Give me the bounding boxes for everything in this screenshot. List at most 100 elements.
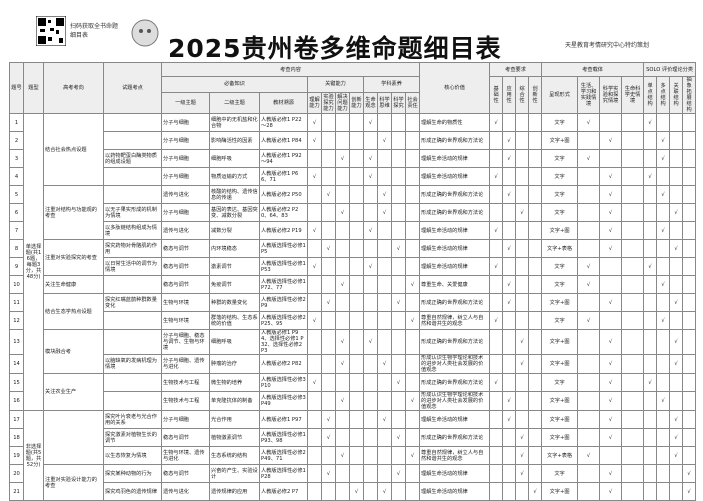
cell	[103, 275, 162, 294]
cell	[404, 167, 421, 186]
check: √	[377, 482, 392, 501]
cell	[349, 373, 364, 392]
cell	[307, 482, 322, 501]
check: √	[377, 354, 392, 374]
column-header: 应用性	[502, 76, 517, 114]
check: √	[669, 428, 684, 447]
cell: 以无子果实形成的机制为情境	[103, 203, 162, 222]
check: √	[599, 329, 623, 355]
cell	[502, 221, 517, 240]
cell	[307, 391, 322, 411]
check: √	[599, 239, 623, 258]
check: √	[335, 391, 350, 411]
cell: 以日常生活中的调节为情境	[103, 257, 162, 276]
check: √	[335, 275, 350, 294]
cell	[502, 311, 517, 330]
check: √	[335, 446, 350, 465]
cell	[656, 293, 671, 312]
cell	[335, 239, 350, 258]
cell	[404, 410, 421, 429]
cell	[515, 410, 530, 429]
cell	[528, 113, 543, 132]
cell: 探究红嘴蓝鹊种群数量变化	[103, 293, 162, 312]
cell	[621, 203, 645, 222]
cell	[307, 329, 322, 355]
cell	[577, 167, 601, 186]
column-header: 高考考向	[43, 62, 104, 114]
cell	[363, 275, 378, 294]
column-header: 生命科学史情境	[621, 76, 645, 114]
cell	[621, 149, 645, 168]
cell	[502, 428, 517, 447]
cell: 分子与细胞	[161, 167, 210, 186]
cell	[528, 185, 543, 204]
cell	[643, 293, 658, 312]
cell: 人教版必修1 P84	[259, 131, 308, 150]
cell	[321, 482, 336, 501]
cell: 遗传与进化	[161, 221, 210, 240]
cell	[682, 311, 697, 330]
check: √	[489, 373, 504, 392]
cell: 遗传与进化	[161, 482, 210, 501]
check: √	[377, 410, 392, 429]
cell	[321, 167, 336, 186]
check: √	[502, 131, 517, 150]
cell	[349, 391, 364, 411]
cell	[621, 293, 645, 312]
cell	[363, 185, 378, 204]
cell	[515, 373, 530, 392]
table-row: 4 分子与细胞 物质运输的方式 人教版必修1 P66、71 √ √ 理解生命活动的规律 √ 文字…	[9, 167, 697, 186]
cell: 形成正确的世界观和方法论	[419, 185, 491, 204]
check: √	[502, 391, 517, 411]
cell	[502, 329, 517, 355]
cell: 9	[9, 257, 24, 276]
header: 扫码获取全书命题细目表 2025贵州卷多维命题细目表 天星教育考情研究中心特约策…	[0, 0, 703, 63]
cell	[621, 482, 645, 501]
cell	[377, 275, 392, 294]
cell: 生态系统的结构	[209, 446, 260, 465]
cell	[621, 275, 645, 294]
cell	[669, 373, 684, 392]
cell	[528, 149, 543, 168]
direction: 结合社会热点设题	[43, 113, 104, 186]
cell	[682, 113, 697, 132]
cell	[321, 446, 336, 465]
cell	[577, 373, 601, 392]
cell	[643, 354, 658, 374]
cell	[643, 131, 658, 150]
cell	[643, 311, 658, 330]
group-header: 考查要求	[489, 62, 543, 77]
check: √	[577, 149, 601, 168]
cell: 形成正确的世界观和方法论	[419, 293, 491, 312]
cell: 稳态与调节	[161, 464, 210, 483]
cell	[669, 113, 684, 132]
column-header: 解决问题能力	[335, 91, 350, 115]
cell: 光合作用	[209, 410, 260, 429]
check: √	[321, 185, 336, 204]
cell	[404, 464, 421, 483]
cell: 肿瘤的治疗	[209, 354, 260, 374]
cell: 2	[9, 131, 24, 150]
cell: 细胞呼吸	[209, 149, 260, 168]
cell	[103, 131, 162, 150]
cell	[669, 257, 684, 276]
check: √	[489, 221, 504, 240]
cell	[656, 257, 671, 276]
cell	[528, 428, 543, 447]
cell	[349, 113, 364, 132]
cell	[363, 293, 378, 312]
cell	[656, 373, 671, 392]
cell	[307, 464, 322, 483]
cell	[502, 354, 517, 374]
direction: 模块融合考	[43, 329, 104, 374]
cell	[528, 239, 543, 258]
check: √	[599, 464, 623, 483]
cell: 文字	[541, 257, 579, 276]
check: √	[682, 464, 697, 483]
cell	[621, 410, 645, 429]
cell	[335, 311, 350, 330]
cell	[103, 373, 162, 392]
cell	[307, 203, 322, 222]
cell	[528, 275, 543, 294]
